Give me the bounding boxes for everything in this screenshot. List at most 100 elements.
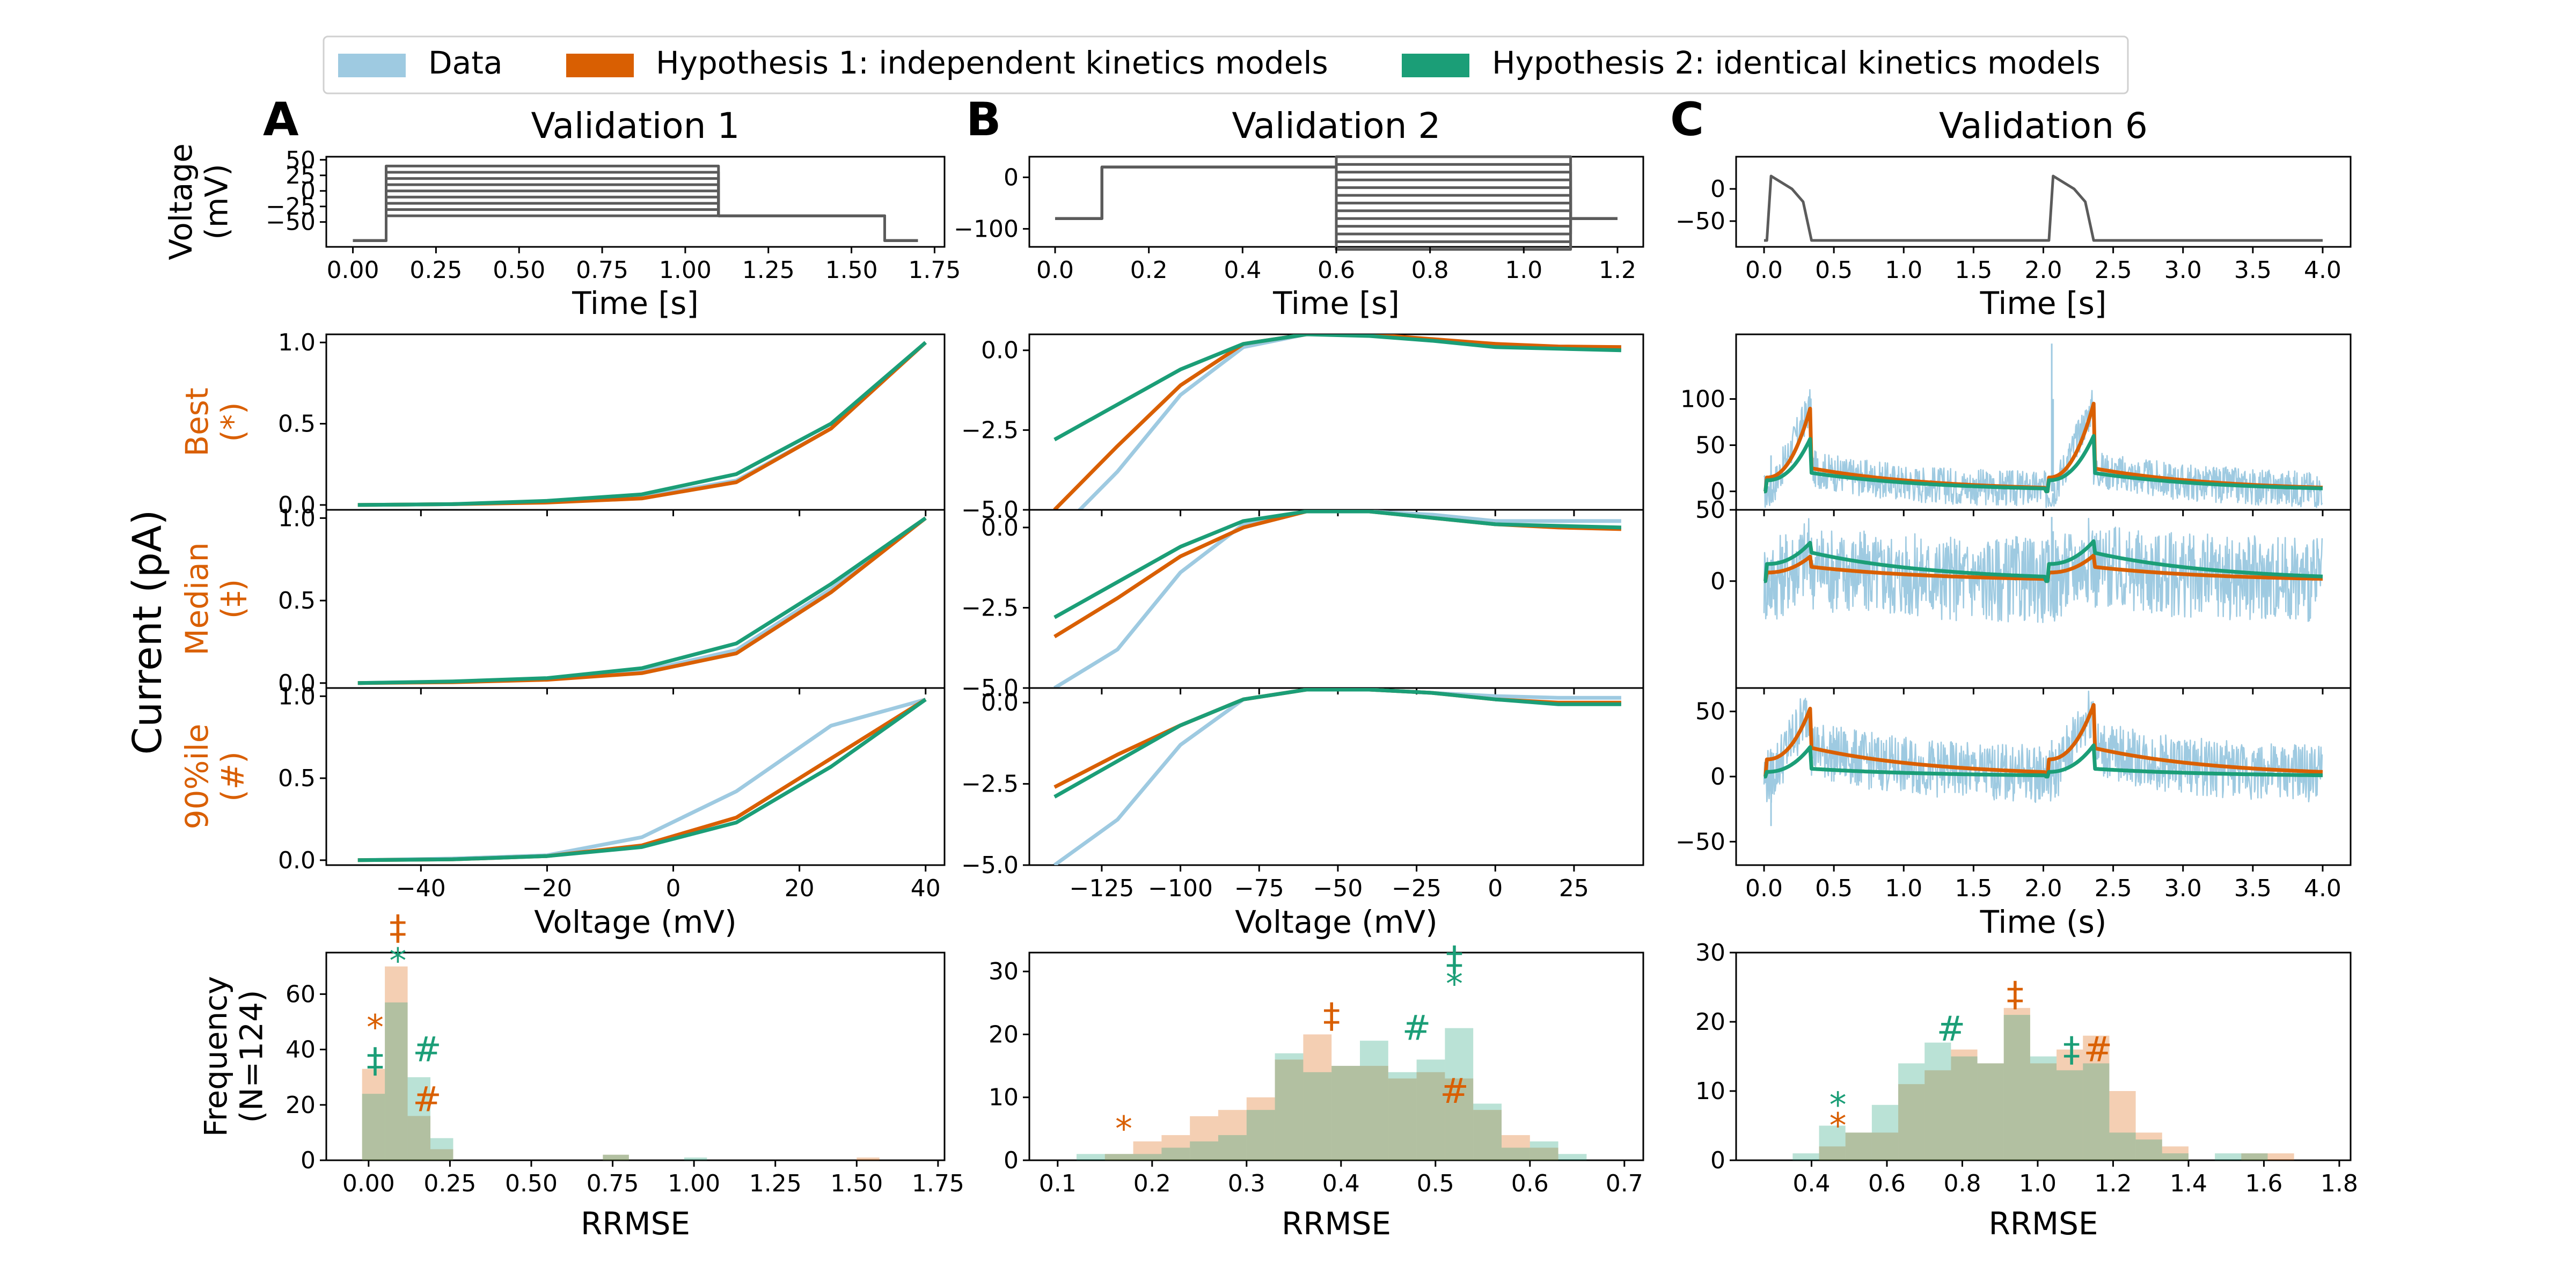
h2-hist-bar <box>1898 1063 1925 1160</box>
x-tick-label: 25 <box>1559 875 1589 902</box>
trace-series <box>1763 517 2323 624</box>
x-tick-label: −25 <box>1392 875 1441 902</box>
iv-series <box>357 698 927 862</box>
h2-hist-bar <box>1360 1041 1388 1160</box>
h1-marker: ‡ <box>389 909 406 948</box>
h1-hist-bar <box>1502 1135 1530 1160</box>
iv-xlabel: Voltage (mV) <box>534 904 736 940</box>
y-tick-label: 0 <box>301 178 316 205</box>
h2-line <box>1053 688 1621 799</box>
y-tick-label: 20 <box>286 1092 316 1119</box>
axes-frame <box>1735 952 2352 1161</box>
y-tick-label: 1.0 <box>278 683 316 710</box>
protocol-ylabel: Voltage <box>163 143 199 260</box>
panel-title: Validation 1 <box>531 105 740 147</box>
x-tick-label: 0.7 <box>1606 1170 1643 1197</box>
x-tick-label: 0.00 <box>327 257 379 284</box>
h1-hist-bar <box>2267 1153 2294 1160</box>
axes-frame <box>1028 687 1644 866</box>
hist-xlabel: RRMSE <box>581 1205 690 1242</box>
voltage-trace <box>353 183 918 242</box>
panel-title: Validation 6 <box>1939 105 2148 147</box>
h1-hist-bar <box>1473 1110 1502 1160</box>
h2-hist-bar <box>407 1077 431 1160</box>
h2-hist-bar <box>1246 1110 1275 1160</box>
h1-hist-bar <box>1445 1078 1474 1160</box>
x-tick-label: 1.75 <box>908 257 961 284</box>
x-tick-label: 0.25 <box>423 1170 476 1197</box>
h1-hist-bar <box>857 1157 880 1160</box>
x-tick-label: 3.5 <box>2234 257 2272 284</box>
x-tick-label: 2.0 <box>2025 257 2062 284</box>
h2-hist-bar <box>2215 1153 2242 1160</box>
y-tick-label: 0 <box>1710 1147 1725 1174</box>
y-tick-label: 0 <box>1710 568 1725 595</box>
iv-series <box>357 516 927 685</box>
y-tick-label: 30 <box>1695 939 1725 967</box>
y-tick-label: 0 <box>1710 763 1725 791</box>
voltage-trace <box>353 171 918 242</box>
x-tick-label: 1.50 <box>830 1170 883 1197</box>
y-tick-label: 0.5 <box>278 587 316 614</box>
panel-letter: A <box>263 93 299 147</box>
iv-row: 0.0 0.5 1.0 Median(‡) <box>179 504 946 697</box>
y-tick-label: 50 <box>1695 698 1725 726</box>
y-tick-label: 10 <box>1695 1078 1725 1105</box>
h2-marker: * <box>389 941 406 981</box>
data-line <box>1077 334 1621 510</box>
h2-hist-bar <box>2135 1139 2162 1160</box>
x-tick-label: 2.5 <box>2095 875 2132 902</box>
x-tick-label: 1.0 <box>1505 257 1542 284</box>
y-tick-label: −50 <box>1675 208 1725 235</box>
iv-row: 0.0 0.5 1.0 Best(*) <box>179 329 946 519</box>
h2-hist-bar <box>603 1154 629 1160</box>
iv-series <box>357 341 927 507</box>
y-tick-label: 0.0 <box>981 514 1019 541</box>
h1-hist-bar <box>2030 1063 2057 1160</box>
x-tick-label: 3.0 <box>2164 875 2202 902</box>
y-tick-label: −100 <box>954 215 1019 243</box>
h1-hist-bar <box>1303 1034 1332 1160</box>
x-tick-label: 20 <box>785 875 815 902</box>
x-tick-label: 0.6 <box>1318 257 1355 284</box>
h2-hist-bar <box>1133 1154 1162 1160</box>
y-tick-label: −5.0 <box>961 496 1019 524</box>
data-line <box>1053 688 1621 865</box>
h2-hist-bar <box>2241 1153 2268 1160</box>
h1-hist-bar <box>1275 1059 1304 1160</box>
x-tick-label: 1.00 <box>659 257 712 284</box>
h1-hist-bar <box>603 1154 629 1160</box>
h1-hist-bar <box>2162 1146 2189 1160</box>
y-tick-label: −5.0 <box>961 675 1019 702</box>
iv-series <box>1053 688 1621 865</box>
axes-frame <box>325 156 946 248</box>
x-tick-label: 0.50 <box>493 257 545 284</box>
axes-frame <box>1028 509 1644 689</box>
h2-hist-bar <box>1819 1125 1846 1160</box>
h2-trace <box>1763 434 2323 494</box>
h2-hist-bar <box>1845 1132 1872 1160</box>
x-tick-label: 1.50 <box>825 257 878 284</box>
x-tick-label: 0.1 <box>1039 1170 1077 1197</box>
h2-hist-bar <box>1161 1147 1190 1160</box>
y-tick-label: 25 <box>286 162 316 189</box>
trace-row: 50 0 <box>1695 496 2352 694</box>
protocol-xlabel: Time [s] <box>1980 285 2107 321</box>
hist-ylabel-group: Frequency(N=124) <box>197 976 270 1137</box>
h2-hist-bar <box>1445 1028 1474 1160</box>
h2-marker: # <box>1937 1009 1966 1049</box>
axes-frame <box>325 687 946 866</box>
x-tick-label: 0.50 <box>505 1170 558 1197</box>
h1-hist-bar <box>362 1069 385 1160</box>
h2-hist-bar <box>1388 1072 1417 1160</box>
h2-hist-bar <box>1871 1104 1899 1160</box>
y-tick-label: 0.0 <box>278 670 316 697</box>
y-tick-label: 10 <box>989 1084 1019 1111</box>
protocol-plot: 0.00 0.25 0.50 0.75 1.00 1.25 1.50 1.75 50250−25… <box>163 143 961 321</box>
voltage-trace <box>353 208 918 242</box>
h2-hist-bar <box>2057 1070 2083 1160</box>
h2-marker: * <box>1446 965 1463 1005</box>
h2-marker: # <box>1402 1009 1431 1049</box>
x-tick-label: 4.0 <box>2304 257 2341 284</box>
